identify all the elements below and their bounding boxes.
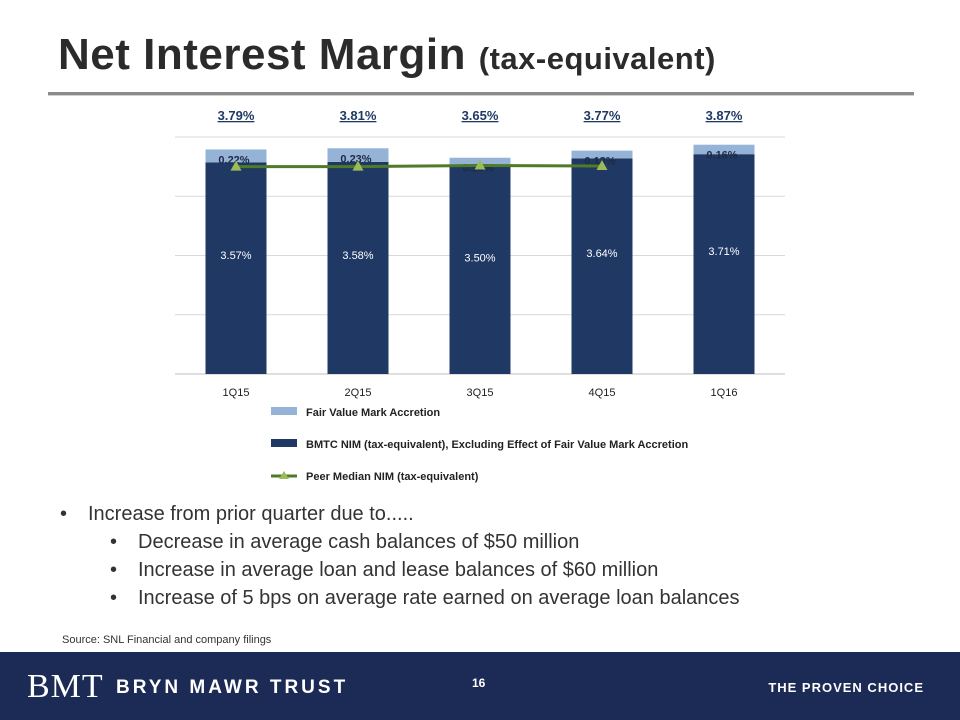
title-main: Net Interest Margin [58,30,467,79]
total-label: 3.81% [340,108,377,123]
bar-accretion [327,148,389,162]
slide-title: Net Interest Margin (tax-equivalent) [58,30,716,80]
bar-nim-base [205,162,267,374]
company-name: BRYN MAWR TRUST [116,677,349,698]
bar-label-base: 3.50% [464,252,495,264]
nim-chart: 3.57% 0.22% 3.79% 1Q15 3.58% 0.23% 3.81% 2Q15 3.… [175,108,785,483]
peer-median-marker [596,160,608,171]
bmt-logo: BMT [27,668,104,705]
total-label: 3.79% [218,108,255,123]
source-note: Source: SNL Financial and company filing… [62,634,272,646]
total-label: 3.65% [462,108,499,123]
bar-label-accretion: 0.16% [706,150,737,162]
bar-label-base: 3.58% [342,250,373,262]
page-number: 16 [472,676,486,690]
bar-label-base: 3.57% [220,250,251,262]
peer-median-marker [352,160,364,171]
title-subtitle: (tax-equivalent) [478,41,716,76]
bar-nim-base [327,161,389,374]
peer-median-marker [474,159,486,170]
bar-nim-base [693,154,755,374]
legend-label: Peer Median NIM (tax-equivalent) [306,471,479,483]
bar-label-base: 3.71% [708,246,739,258]
total-label: 3.87% [706,108,743,123]
footer-bar: BMT BRYN MAWR TRUST 16 THE PROVEN CHOICE [0,652,960,720]
bar-accretion [571,150,633,159]
legend-marker [279,471,289,479]
title-divider [48,92,914,95]
x-tick-label: 1Q16 [711,387,738,399]
total-label: 3.77% [584,108,621,123]
x-tick-label: 4Q15 [589,387,616,399]
bar-nim-base [449,166,511,374]
bullet-item: Increase in average loan and lease balan… [108,556,740,584]
bar-accretion [205,149,267,163]
legend-label: Fair Value Mark Accretion [306,407,440,419]
x-tick-label: 1Q15 [223,387,250,399]
title-divider-shadow [48,95,914,96]
peer-median-marker [230,160,242,171]
bar-label-base: 3.64% [586,248,617,260]
bullet-item: Decrease in average cash balances of $50… [108,528,740,556]
tagline: THE PROVEN CHOICE [768,680,924,695]
bullet-item: Increase from prior quarter due to..... [58,500,740,528]
bar-label-accretion: 0.22% [218,154,249,166]
bar-nim-base [571,158,633,374]
peer-median-line [236,163,603,169]
legend-swatch [271,407,297,415]
bullet-list: Increase from prior quarter due to.....D… [58,500,740,612]
bullet-item: Increase of 5 bps on average rate earned… [108,584,740,612]
bar-label-accretion: 0.23% [340,153,371,165]
legend-swatch [271,439,297,447]
legend-label: BMTC NIM (tax-equivalent), Excluding Eff… [306,439,688,451]
x-tick-label: 3Q15 [467,387,494,399]
x-tick-label: 2Q15 [345,387,372,399]
bar-accretion [693,144,755,155]
